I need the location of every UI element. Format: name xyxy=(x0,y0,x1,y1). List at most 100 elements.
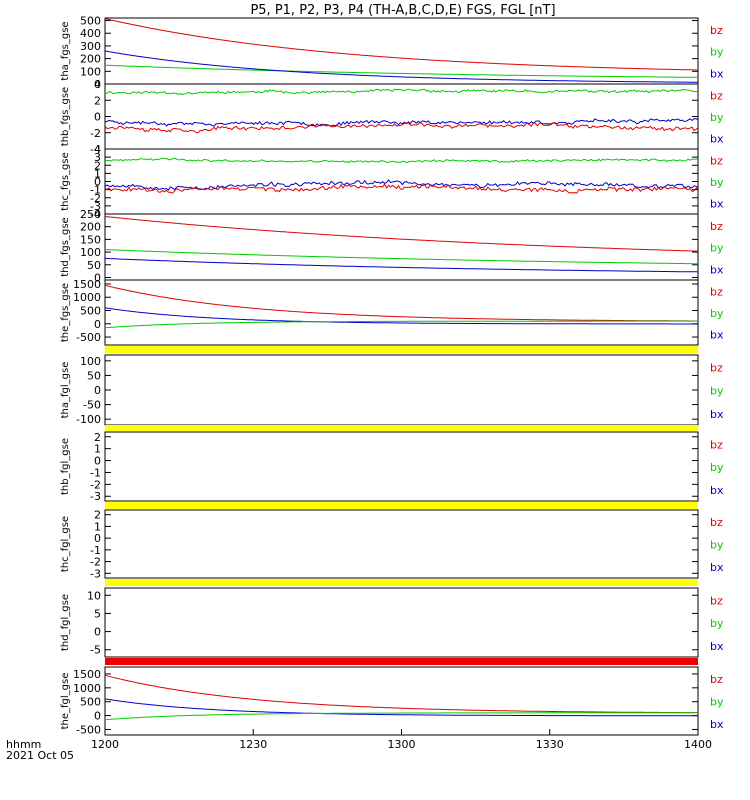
y-tick-label: 2 xyxy=(94,159,101,172)
y-tick-label: 0 xyxy=(94,455,101,468)
y-axis-label: thd_fgl_gse xyxy=(60,594,71,651)
y-tick-label: 500 xyxy=(80,15,101,28)
y-tick-label: 2 xyxy=(94,509,101,522)
legend-by: by xyxy=(710,461,724,474)
y-tick-label: 2 xyxy=(94,94,101,107)
panel-thc_fgl_gse: 210-1-2-3 thc_fgl_gse bz by bx xyxy=(60,509,724,581)
y-tick-label: 3 xyxy=(94,151,101,164)
y-tick-label: 4 xyxy=(94,78,101,91)
panel-frame xyxy=(104,17,699,85)
legend-bx: bx xyxy=(710,561,724,574)
series-by xyxy=(105,64,698,78)
separator-bar xyxy=(105,502,698,509)
x-tick-label: 1300 xyxy=(388,738,416,751)
panel-thb_fgl_gse: 210-1-2-3 thb_fgl_gse bz by bx xyxy=(60,431,724,503)
panel-frame xyxy=(104,213,699,281)
y-tick-label: -100 xyxy=(76,413,101,426)
series-bz xyxy=(105,18,698,71)
legend-bz: bz xyxy=(710,24,723,37)
y-tick-label: 0 xyxy=(94,271,101,284)
y-tick-label: -1 xyxy=(90,184,101,197)
y-tick-label: -5 xyxy=(90,644,101,657)
separator-bar xyxy=(105,579,698,586)
y-tick-label: 300 xyxy=(80,40,101,53)
y-axis-label: thb_fgs_gse xyxy=(60,87,71,146)
chart-title: P5, P1, P2, P3, P4 (TH-A,B,C,D,E) FGS, F… xyxy=(250,3,555,18)
y-tick-label: 100 xyxy=(80,65,101,78)
y-tick-label: -3 xyxy=(90,567,101,580)
legend-bz: bz xyxy=(710,155,723,168)
y-axis-label: thc_fgl_gse xyxy=(60,516,71,572)
y-axis-label: the_fgs_gse xyxy=(60,283,71,342)
x-tick-label: 1400 xyxy=(684,738,712,751)
y-axis-label: thc_fgs_gse xyxy=(60,152,71,211)
y-tick-label: 200 xyxy=(80,221,101,234)
y-axis-label: tha_fgl_gse xyxy=(60,362,71,419)
legend-by: by xyxy=(710,539,724,552)
legend-by: by xyxy=(710,176,724,189)
y-tick-label: 1 xyxy=(94,167,101,180)
series-by xyxy=(105,712,698,721)
legend-bz: bz xyxy=(710,516,723,529)
x-tick-label: 1230 xyxy=(239,738,267,751)
y-tick-label: 0 xyxy=(94,384,101,397)
series-bz xyxy=(105,284,698,322)
y-tick-label: 500 xyxy=(80,696,101,709)
y-tick-label: 100 xyxy=(80,355,101,368)
y-tick-label: 1000 xyxy=(73,682,101,695)
legend-bz: bz xyxy=(710,594,723,607)
x-axis-label: hhmm xyxy=(6,738,41,751)
legend-by: by xyxy=(710,617,724,630)
legend-bx: bx xyxy=(710,67,724,80)
y-axis-label: thd_fgs_gse xyxy=(60,217,71,276)
x-axis-date: 2021 Oct 05 xyxy=(6,749,74,762)
y-tick-label: -1 xyxy=(90,466,101,479)
y-tick-label: 1500 xyxy=(73,278,101,291)
y-tick-label: 0 xyxy=(94,78,101,91)
legend-bz: bz xyxy=(710,362,723,375)
series-bz xyxy=(105,182,698,194)
y-tick-label: 0 xyxy=(94,710,101,723)
y-tick-label: -500 xyxy=(76,331,101,344)
legend-bz: bz xyxy=(710,286,723,299)
y-tick-label: 10 xyxy=(87,589,101,602)
legend-bz: bz xyxy=(710,673,723,686)
y-tick-label: 1500 xyxy=(73,668,101,681)
legend-by: by xyxy=(710,385,724,398)
y-tick-label: 150 xyxy=(80,233,101,246)
legend-by: by xyxy=(710,696,724,709)
y-tick-label: 0 xyxy=(94,626,101,639)
y-tick-label: 50 xyxy=(87,369,101,382)
y-axis-label: the_fgl_gse xyxy=(60,673,71,730)
separator-bar xyxy=(105,346,698,353)
y-tick-label: -2 xyxy=(90,556,101,569)
x-tick-label: 1200 xyxy=(91,738,119,751)
panel-frame xyxy=(104,148,699,215)
legend-by: by xyxy=(710,242,724,255)
y-tick-label: 250 xyxy=(80,208,101,221)
legend-bx: bx xyxy=(710,133,724,146)
legend-bx: bx xyxy=(710,484,724,497)
series-bz xyxy=(105,674,698,714)
series-by xyxy=(105,88,698,96)
y-tick-label: -1 xyxy=(90,544,101,557)
separator-bar xyxy=(105,658,698,665)
series-by xyxy=(105,320,698,329)
y-tick-label: 0 xyxy=(94,318,101,331)
legend-by: by xyxy=(710,111,724,124)
y-tick-label: -4 xyxy=(90,208,101,221)
y-tick-label: -2 xyxy=(90,192,101,205)
legend-by: by xyxy=(710,307,724,320)
y-tick-label: 1 xyxy=(94,520,101,533)
panel-frame xyxy=(104,431,699,502)
y-tick-label: 4 xyxy=(94,143,101,156)
y-tick-label: 0 xyxy=(94,111,101,124)
y-tick-label: 400 xyxy=(80,27,101,40)
